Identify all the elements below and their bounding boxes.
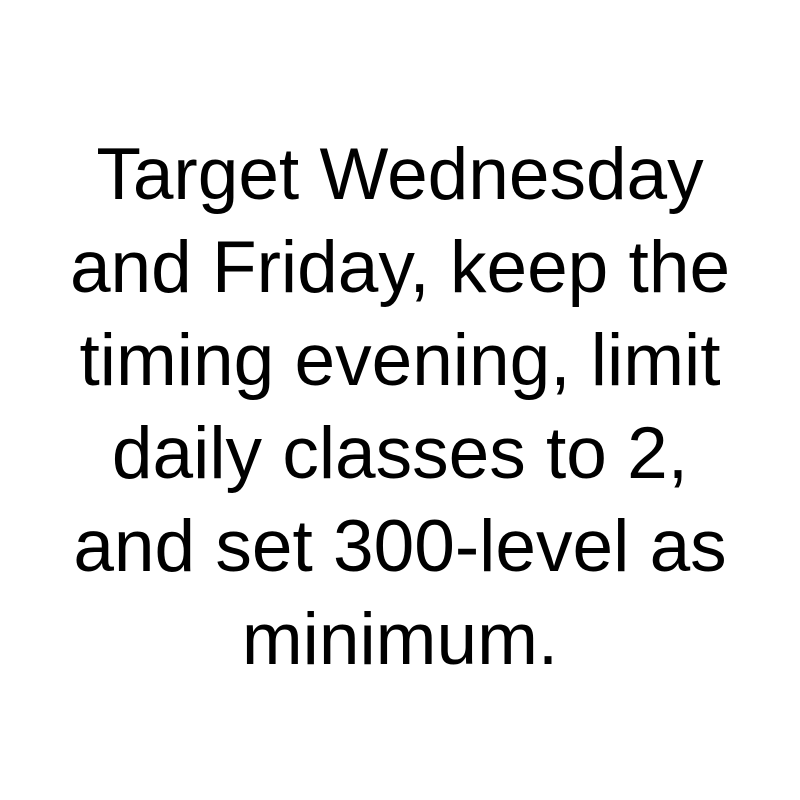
instruction-line-1: Target Wednesday (96, 134, 704, 215)
instruction-line-4: daily classes to 2, (111, 413, 689, 494)
instruction-line-2: and Friday, keep the (69, 227, 731, 308)
instruction-line-3: timing evening, limit (79, 320, 721, 401)
instruction-line-6: minimum. (241, 599, 559, 680)
instruction-text: Target Wednesday and Friday, keep the ti… (0, 128, 800, 686)
instruction-line-5: and set 300-level as (73, 506, 727, 587)
